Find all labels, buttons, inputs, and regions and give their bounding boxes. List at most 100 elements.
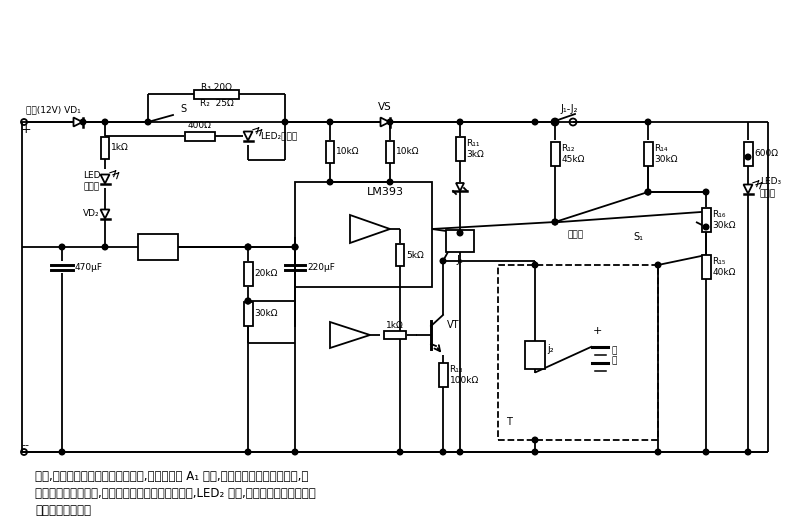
- Text: 输入(12V) VD₁: 输入(12V) VD₁: [26, 105, 81, 114]
- Text: j₂: j₂: [547, 345, 554, 354]
- Circle shape: [532, 449, 538, 455]
- Text: LED₃: LED₃: [760, 177, 781, 186]
- Text: 电池电压临近充满时,会有停止又再充电的反复过程,LED₂ 闪烁,且闪烁频率随电池电压: 电池电压临近充满时,会有停止又再充电的反复过程,LED₂ 闪烁,且闪烁频率随电池…: [35, 487, 316, 500]
- Circle shape: [387, 179, 393, 185]
- Bar: [446, 230, 474, 252]
- Circle shape: [552, 219, 558, 225]
- Circle shape: [440, 449, 446, 455]
- Circle shape: [457, 230, 463, 236]
- Circle shape: [59, 449, 65, 455]
- Text: R₁₆
30kΩ: R₁₆ 30kΩ: [713, 210, 736, 230]
- Text: 20kΩ: 20kΩ: [254, 270, 278, 278]
- Circle shape: [457, 449, 463, 455]
- Text: （红）: （红）: [83, 182, 99, 192]
- Bar: [295, 182, 432, 287]
- Text: R₁₃
100kΩ: R₁₃ 100kΩ: [450, 365, 479, 385]
- Text: VT: VT: [447, 320, 460, 330]
- Bar: [743, 142, 753, 166]
- Polygon shape: [350, 215, 390, 243]
- Text: --: --: [21, 440, 29, 450]
- Text: LED₁: LED₁: [83, 171, 104, 180]
- Polygon shape: [456, 183, 464, 191]
- Circle shape: [745, 154, 750, 160]
- Text: R₃ 20Ω: R₃ 20Ω: [201, 83, 232, 92]
- Text: 的充满越来越高。: 的充满越来越高。: [35, 504, 91, 517]
- Circle shape: [655, 449, 660, 455]
- Bar: [644, 142, 653, 166]
- Text: S: S: [180, 104, 186, 114]
- Circle shape: [532, 437, 538, 443]
- Circle shape: [703, 449, 709, 455]
- Circle shape: [397, 449, 403, 455]
- Text: 10kΩ: 10kΩ: [336, 147, 359, 156]
- Circle shape: [245, 244, 250, 250]
- Bar: [243, 302, 253, 326]
- Text: J₁: J₁: [457, 255, 464, 265]
- Circle shape: [387, 119, 393, 125]
- Circle shape: [745, 449, 750, 455]
- Bar: [138, 234, 178, 260]
- Bar: [101, 137, 109, 159]
- Polygon shape: [330, 322, 370, 348]
- Text: R₂  25Ω: R₂ 25Ω: [200, 99, 233, 109]
- Bar: [326, 141, 334, 163]
- Text: 5kΩ: 5kΩ: [406, 251, 423, 260]
- Text: 通常,电池充电后电压会跌落。这时,电压比较器 A₁ 翻转,电路又对电池充电。因此,当: 通常,电池充电后电压会跌落。这时,电压比较器 A₁ 翻转,电路又对电池充电。因此…: [35, 470, 308, 483]
- Circle shape: [81, 119, 86, 125]
- Text: J₁-J₂: J₁-J₂: [560, 104, 577, 114]
- Polygon shape: [100, 174, 110, 184]
- Text: 470μF: 470μF: [75, 262, 103, 271]
- Polygon shape: [381, 118, 389, 127]
- Text: 1kΩ: 1kΩ: [386, 321, 404, 330]
- Bar: [194, 89, 239, 98]
- Bar: [551, 142, 559, 166]
- Polygon shape: [243, 131, 253, 140]
- Text: A₁: A₁: [369, 224, 379, 234]
- Bar: [525, 340, 545, 369]
- Text: R₁₄
30kΩ: R₁₄ 30kΩ: [654, 144, 678, 164]
- Circle shape: [327, 179, 333, 185]
- Text: LM393: LM393: [367, 187, 404, 197]
- Circle shape: [145, 119, 151, 125]
- Text: VS: VS: [378, 102, 392, 112]
- Bar: [456, 137, 465, 161]
- Circle shape: [532, 262, 538, 268]
- Bar: [384, 331, 406, 339]
- Circle shape: [292, 244, 298, 250]
- Bar: [438, 363, 447, 387]
- Circle shape: [703, 189, 709, 195]
- Circle shape: [645, 189, 651, 195]
- Circle shape: [327, 119, 333, 125]
- Text: 7806: 7806: [142, 242, 174, 252]
- Text: （黄）: （黄）: [760, 189, 776, 198]
- Text: 10kΩ: 10kΩ: [396, 147, 419, 156]
- Circle shape: [245, 244, 250, 250]
- Text: +: +: [21, 123, 32, 136]
- Circle shape: [532, 119, 538, 125]
- Text: 池: 池: [612, 356, 617, 365]
- Bar: [386, 141, 394, 163]
- Circle shape: [245, 449, 250, 455]
- Text: VD₂: VD₂: [83, 210, 100, 219]
- Circle shape: [645, 189, 651, 195]
- Text: A₂: A₂: [348, 330, 359, 340]
- Text: 400Ω: 400Ω: [188, 121, 212, 130]
- Circle shape: [552, 119, 558, 125]
- Circle shape: [457, 119, 463, 125]
- Circle shape: [59, 244, 65, 250]
- Circle shape: [245, 298, 250, 304]
- Text: 220μF: 220μF: [307, 262, 335, 271]
- Text: S₁: S₁: [633, 232, 643, 242]
- Text: LED₂（绿）: LED₂（绿）: [260, 131, 297, 140]
- Circle shape: [645, 119, 651, 125]
- Bar: [185, 131, 215, 140]
- Text: +: +: [592, 327, 602, 337]
- Text: R₁₁
3kΩ: R₁₁ 3kΩ: [467, 139, 484, 159]
- Polygon shape: [73, 118, 82, 127]
- Text: T: T: [506, 417, 512, 427]
- Text: 电: 电: [612, 346, 617, 355]
- Circle shape: [282, 119, 288, 125]
- Circle shape: [440, 258, 446, 264]
- Polygon shape: [743, 185, 753, 194]
- Circle shape: [292, 449, 298, 455]
